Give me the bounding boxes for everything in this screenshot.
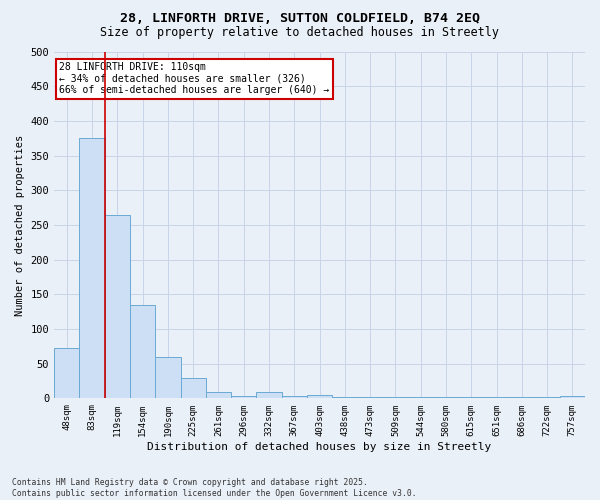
Bar <box>358 397 383 398</box>
Text: Contains HM Land Registry data © Crown copyright and database right 2025.
Contai: Contains HM Land Registry data © Crown c… <box>12 478 416 498</box>
Bar <box>206 392 231 398</box>
X-axis label: Distribution of detached houses by size in Streetly: Distribution of detached houses by size … <box>148 442 492 452</box>
Bar <box>231 396 256 398</box>
Bar <box>509 397 535 398</box>
Text: 28 LINFORTH DRIVE: 110sqm
← 34% of detached houses are smaller (326)
66% of semi: 28 LINFORTH DRIVE: 110sqm ← 34% of detac… <box>59 62 330 95</box>
Text: 28, LINFORTH DRIVE, SUTTON COLDFIELD, B74 2EQ: 28, LINFORTH DRIVE, SUTTON COLDFIELD, B7… <box>120 12 480 26</box>
Bar <box>155 357 181 399</box>
Bar <box>79 138 105 398</box>
Bar <box>105 214 130 398</box>
Bar <box>281 396 307 398</box>
Bar <box>560 396 585 398</box>
Bar <box>54 348 79 399</box>
Bar <box>256 392 281 398</box>
Bar <box>408 397 433 398</box>
Text: Size of property relative to detached houses in Streetly: Size of property relative to detached ho… <box>101 26 499 39</box>
Bar <box>484 397 509 398</box>
Bar <box>433 397 458 398</box>
Bar <box>307 395 332 398</box>
Bar <box>181 378 206 398</box>
Y-axis label: Number of detached properties: Number of detached properties <box>15 134 25 316</box>
Bar <box>535 397 560 398</box>
Bar <box>458 397 484 398</box>
Bar <box>383 397 408 398</box>
Bar <box>130 305 155 398</box>
Bar <box>332 397 358 398</box>
